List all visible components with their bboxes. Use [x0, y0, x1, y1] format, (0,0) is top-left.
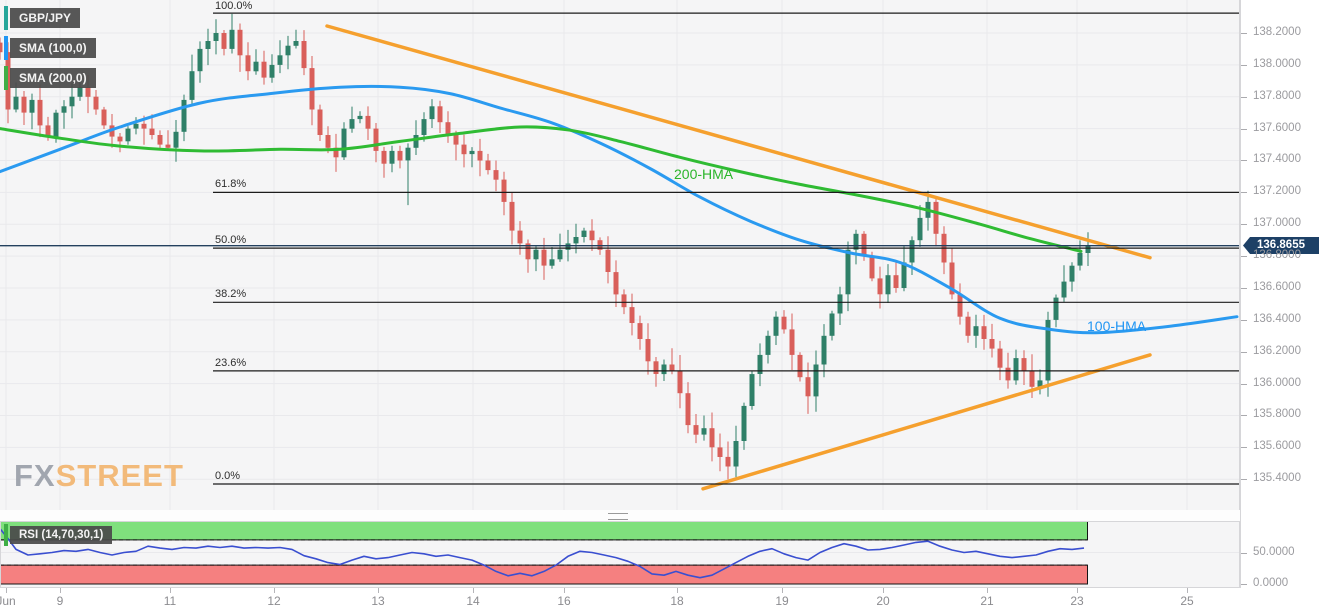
price-axis-label: 136.6000 — [1253, 281, 1301, 293]
price-axis-tick — [1241, 65, 1247, 66]
time-axis-label: 16 — [557, 594, 571, 608]
price-axis-label: 135.6000 — [1253, 440, 1301, 452]
time-axis-label: 14 — [466, 594, 480, 608]
rsi-line[interactable] — [0, 528, 1085, 579]
price-axis-tick — [1241, 192, 1247, 193]
time-axis-label: Jun — [0, 594, 16, 608]
main-panel-background — [0, 0, 1240, 510]
time-axis-tick — [378, 588, 379, 593]
price-axis-tick — [1241, 160, 1247, 161]
time-axis-tick — [1187, 588, 1188, 593]
time-axis-label: 9 — [56, 594, 64, 608]
time-axis-tick — [6, 588, 7, 593]
trendline-descending-resistance[interactable] — [325, 24, 1152, 260]
price-axis-tick — [1241, 384, 1247, 385]
candles-layer — [0, 13, 1091, 480]
price-axis-label: 138.2000 — [1253, 26, 1301, 38]
sma100-line[interactable] — [0, 84, 1239, 335]
price-axis-tick — [1241, 415, 1247, 416]
time-axis-tick — [677, 588, 678, 593]
time-axis-tick — [274, 588, 275, 593]
rsi-oversold-band — [0, 564, 1088, 585]
main-gridlines — [0, 0, 1240, 510]
time-axis-tick — [782, 588, 783, 593]
time-axis-tick — [987, 588, 988, 593]
time-axis-tick — [564, 588, 565, 593]
trendline-ascending-support[interactable] — [701, 353, 1152, 491]
price-axis-tick — [1241, 320, 1247, 321]
time-axis[interactable]: Jun 9 11 12 13 14 16 18 19 20 21 23 25 — [0, 588, 1240, 615]
price-axis-tick — [1241, 97, 1247, 98]
price-axis-tick — [1241, 33, 1247, 34]
rsi-axis-tick — [1241, 584, 1247, 585]
price-axis-label: 135.4000 — [1253, 472, 1301, 484]
price-axis-tick — [1241, 129, 1247, 130]
sma200-line[interactable] — [0, 125, 1083, 253]
price-axis[interactable]: 136.8655 138.2000 138.0000 137.8000 137.600… — [1240, 0, 1331, 589]
price-axis-label: 137.0000 — [1253, 217, 1301, 229]
rsi-axis-tick — [1241, 553, 1247, 554]
time-axis-label: 21 — [980, 594, 994, 608]
price-axis-label: 136.2000 — [1253, 345, 1301, 357]
time-axis-label: 12 — [267, 594, 281, 608]
price-axis-label: 137.2000 — [1253, 185, 1301, 197]
fib-retracement-lines[interactable] — [213, 12, 1239, 485]
time-axis-label: 18 — [670, 594, 684, 608]
panel-resize-handle[interactable] — [608, 513, 628, 520]
price-axis-label: 137.6000 — [1253, 122, 1301, 134]
time-axis-label: 23 — [1070, 594, 1084, 608]
time-axis-label: 13 — [371, 594, 385, 608]
rsi-panel-border — [0, 521, 1240, 588]
time-axis-label: 19 — [775, 594, 789, 608]
rsi-axis-label: 50.0000 — [1253, 546, 1295, 558]
current-price-value: 136.8655 — [1257, 239, 1305, 251]
price-axis-tick — [1241, 256, 1247, 257]
rsi-panel-canvas[interactable] — [0, 521, 1240, 588]
price-axis-tick — [1241, 447, 1247, 448]
price-axis-tick — [1241, 479, 1247, 480]
main-chart-canvas[interactable] — [0, 0, 1240, 510]
time-axis-label: 20 — [876, 594, 890, 608]
price-axis-tick — [1241, 352, 1247, 353]
price-axis-tick — [1241, 288, 1247, 289]
current-price-badge: 136.8655 — [1243, 237, 1319, 254]
time-axis-tick — [1077, 588, 1078, 593]
price-axis-label: 136.0000 — [1253, 377, 1301, 389]
rsi-overbought-band — [0, 521, 1088, 541]
price-axis-label: 137.4000 — [1253, 153, 1301, 165]
time-axis-tick — [883, 588, 884, 593]
price-axis-label: 135.8000 — [1253, 408, 1301, 420]
panel-separator — [0, 510, 1240, 521]
rsi-marker — [4, 524, 8, 546]
time-axis-label: 11 — [163, 594, 177, 608]
legend-rsi[interactable]: RSI (14,70,30,1) — [10, 526, 113, 544]
price-axis-label: 136.8000 — [1253, 249, 1301, 261]
time-axis-label: 25 — [1180, 594, 1194, 608]
rsi-axis-label: 0.0000 — [1253, 577, 1289, 589]
price-axis-label: 137.8000 — [1253, 90, 1301, 102]
price-axis-tick — [1241, 224, 1247, 225]
time-axis-tick — [60, 588, 61, 593]
price-axis-label: 138.0000 — [1253, 58, 1301, 70]
time-axis-tick — [473, 588, 474, 593]
price-axis-label: 136.4000 — [1253, 313, 1301, 325]
time-axis-tick — [170, 588, 171, 593]
